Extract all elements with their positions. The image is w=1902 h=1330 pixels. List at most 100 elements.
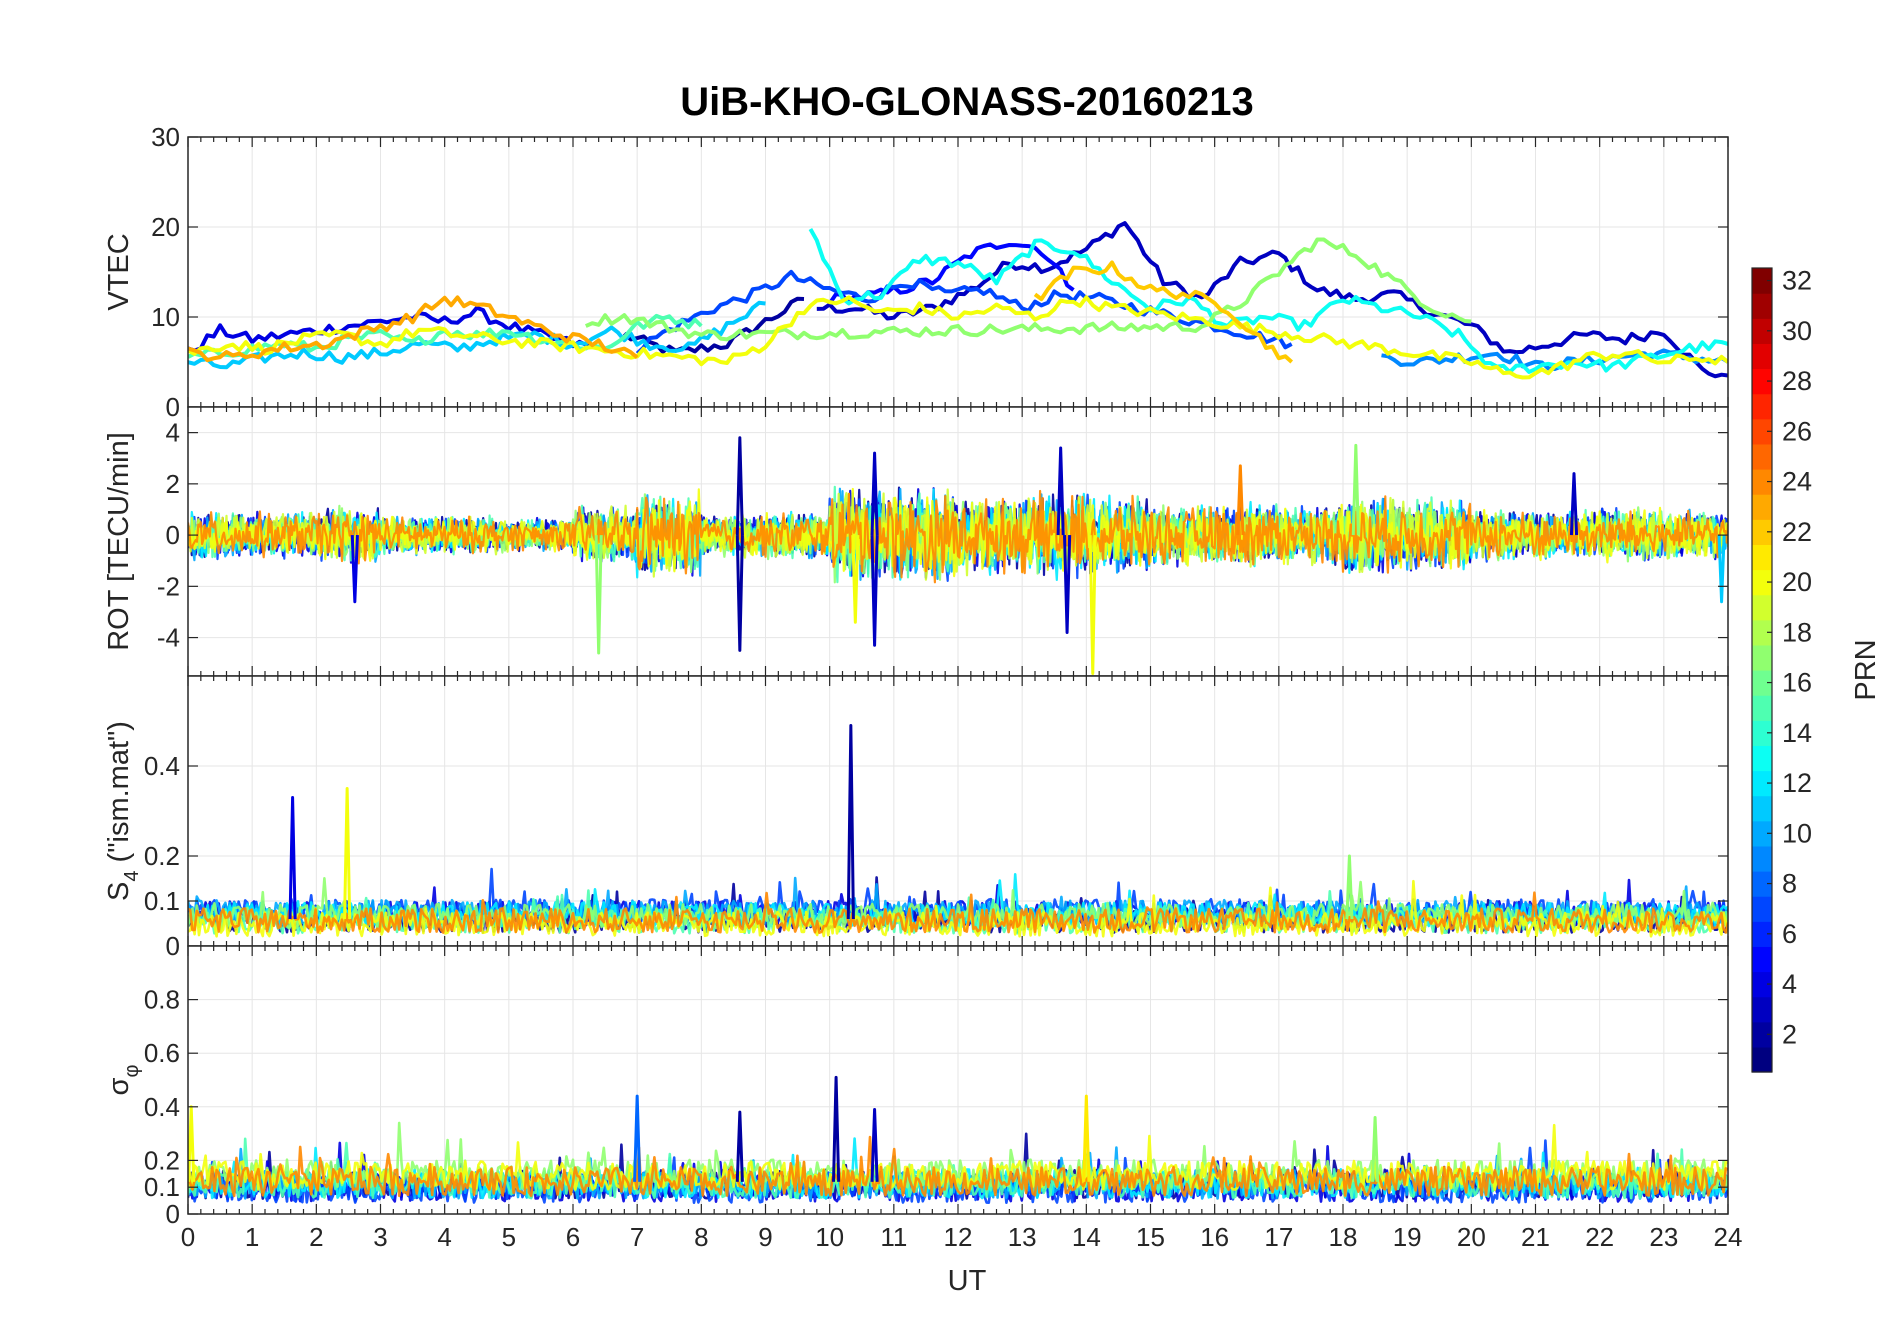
x-axis-label: UT xyxy=(948,1265,987,1297)
colorbar-segment xyxy=(1752,795,1772,822)
spike-prn-21 xyxy=(1082,1094,1091,1182)
ticks xyxy=(187,946,1729,1215)
y-tick-label: 0.2 xyxy=(144,1145,180,1175)
colorbar-segment xyxy=(1752,770,1772,797)
spike-prn-20 xyxy=(1088,535,1097,675)
colorbar-segment xyxy=(1752,971,1772,998)
colorbar-tick-label: 8 xyxy=(1782,869,1797,899)
panel-vtec: 0 10 20 30 VTEC xyxy=(103,122,1729,422)
colorbar-segment xyxy=(1752,594,1772,621)
spike-prn-17 xyxy=(1351,443,1360,536)
data-vtec xyxy=(188,221,1728,380)
x-tick-label: 0 xyxy=(181,1222,195,1252)
panel-rot: -4 -2 0 2 4 ROT [TECU/min] xyxy=(103,406,1729,677)
colorbar-segment xyxy=(1752,946,1772,973)
colorbar-tick-label: 28 xyxy=(1782,366,1812,396)
colorbar-segment xyxy=(1752,544,1772,571)
colorbar-tick-label: 12 xyxy=(1782,768,1812,798)
spike-prn-8 xyxy=(633,1094,642,1182)
x-tick-label: 14 xyxy=(1072,1222,1101,1252)
data-s4 xyxy=(188,724,1728,938)
colorbar-segment xyxy=(1752,443,1772,470)
x-tick-label: 20 xyxy=(1457,1222,1486,1252)
x-tick-label: 15 xyxy=(1136,1222,1165,1252)
colorbar-segment xyxy=(1752,318,1772,344)
colorbar-tick-label: 30 xyxy=(1782,316,1812,346)
colorbar-tick-label: 6 xyxy=(1782,919,1797,949)
y-tick-label: 0.1 xyxy=(144,1172,180,1202)
panel-s4: 0 0.1 0.2 0.4S4 ("ism.mat") xyxy=(103,675,1729,961)
colorbar-segment xyxy=(1752,1046,1772,1073)
colorbar-segment xyxy=(1752,393,1772,420)
spike-prn-2 xyxy=(735,535,744,652)
y-tick-label: 0 xyxy=(166,520,180,550)
spike-prn-17 xyxy=(1371,1116,1380,1182)
x-tick-label: 16 xyxy=(1200,1222,1229,1252)
colorbar-segment xyxy=(1752,569,1772,596)
spike-prn-11 xyxy=(1717,535,1726,604)
colorbar-segment xyxy=(1752,343,1772,370)
colorbar-tick-label: 32 xyxy=(1782,266,1812,296)
chart-title: UiB-KHO-GLONASS-20160213 xyxy=(680,80,1254,124)
colorbar-tick-label: 18 xyxy=(1782,617,1812,647)
y-tick-label: 20 xyxy=(151,212,180,242)
colorbar-segment xyxy=(1752,871,1772,897)
colorbar-segment xyxy=(1752,845,1772,872)
colorbar-label: PRN xyxy=(1850,639,1882,700)
colorbar-segment xyxy=(1752,695,1772,721)
series-prn-22 xyxy=(1033,260,1294,364)
series-prn-17 xyxy=(188,1121,1728,1190)
spike-prn-3 xyxy=(1056,446,1065,536)
colorbar-segment xyxy=(1752,469,1772,495)
series-prn-11 xyxy=(188,300,766,370)
y-tick-label: 10 xyxy=(151,302,180,332)
x-tick-label: 1 xyxy=(245,1222,259,1252)
colorbar-segment xyxy=(1752,293,1772,319)
series-prn-24 xyxy=(188,1135,1728,1198)
y-axis-label: S4 ("ism.mat") xyxy=(103,721,143,901)
y-tick-label: 4 xyxy=(166,418,180,448)
colorbar-tick-label: 26 xyxy=(1782,416,1812,446)
spike-prn-3 xyxy=(870,451,879,536)
x-tick-label: 22 xyxy=(1585,1222,1614,1252)
spike-prn-20 xyxy=(851,535,860,624)
x-tick-label: 9 xyxy=(758,1222,772,1252)
x-tick-label: 5 xyxy=(502,1222,516,1252)
x-tick-label: 8 xyxy=(694,1222,708,1252)
colorbar-tick-label: 4 xyxy=(1782,969,1797,999)
colorbar-segment xyxy=(1752,720,1772,746)
series-prn-24 xyxy=(188,489,1728,584)
x-tick-label: 19 xyxy=(1393,1222,1422,1252)
colorbar-tick-label: 14 xyxy=(1782,718,1812,748)
colorbar-segment xyxy=(1752,268,1772,294)
spike-prn-17 xyxy=(594,535,603,655)
y-tick-label: 0.6 xyxy=(144,1038,180,1068)
spike-prn-24 xyxy=(1236,464,1245,536)
y-tick-label: -2 xyxy=(157,571,180,601)
spike-prn-2 xyxy=(832,1075,841,1182)
y-tick-label: 0 xyxy=(166,392,180,422)
y-axis-label: ROT [TECU/min] xyxy=(103,432,135,651)
x-tick-label: 12 xyxy=(944,1222,973,1252)
colorbar-segment xyxy=(1752,745,1772,772)
ticks xyxy=(187,136,1729,408)
x-tick-label: 21 xyxy=(1521,1222,1550,1252)
colorbar-segment xyxy=(1752,896,1772,922)
spike-prn-2 xyxy=(735,1110,744,1182)
y-tick-label: 0.4 xyxy=(144,1092,180,1122)
y-tick-label: 0.8 xyxy=(144,985,180,1015)
y-tick-label: 0 xyxy=(166,1199,180,1229)
colorbar-segment xyxy=(1752,996,1772,1023)
colorbar-segment xyxy=(1752,494,1772,520)
colorbar-segment xyxy=(1752,820,1772,847)
y-tick-label: -4 xyxy=(157,623,180,653)
spike-prn-2 xyxy=(846,724,855,920)
series-prn-17 xyxy=(584,237,1472,342)
series-prn-20 xyxy=(188,295,1728,380)
x-tick-label: 24 xyxy=(1714,1222,1743,1252)
colorbar-tick-label: 2 xyxy=(1782,1019,1797,1049)
colorbar-tick-label: 24 xyxy=(1782,467,1812,497)
x-tick-label: 17 xyxy=(1264,1222,1293,1252)
